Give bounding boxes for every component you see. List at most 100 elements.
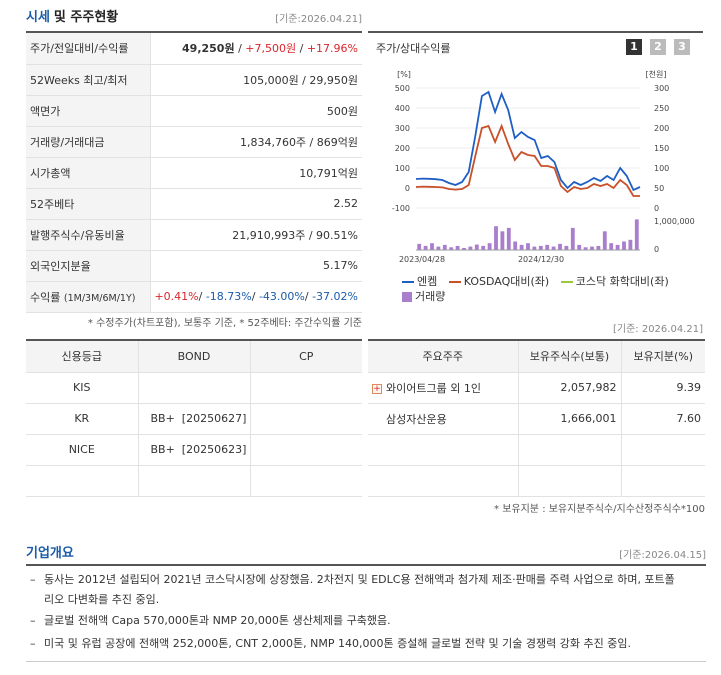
table-row: KR BB+ [20250627] bbox=[26, 403, 362, 435]
volume-bar bbox=[628, 239, 633, 250]
price-change: +7,500원 bbox=[245, 42, 297, 56]
row-value: 105,000원 / 29,950원 bbox=[150, 64, 362, 96]
volume-bar bbox=[538, 245, 543, 250]
row-value: 21,910,993주 / 90.51% bbox=[150, 219, 362, 251]
col-header: 보유지분(%) bbox=[621, 341, 705, 373]
summary-note: * 수정주가(차트포함), 보통주 기준, * 52주베타: 주간수익률 기준 bbox=[87, 318, 362, 329]
table-header: 신용등급 BOND CP bbox=[26, 341, 362, 373]
bullet: – bbox=[30, 637, 36, 650]
returns-label-sub: (1M/3M/6M/1Y) bbox=[63, 292, 136, 304]
bond-cell: BB+ [20250627] bbox=[138, 403, 251, 435]
separator: / bbox=[304, 290, 313, 303]
table-row bbox=[368, 434, 705, 466]
separator: / bbox=[234, 42, 246, 56]
right-tick-label: 250 bbox=[654, 104, 669, 113]
table-row: KIS bbox=[26, 372, 362, 404]
legend-item: KOSDAQ대비(좌) bbox=[448, 275, 550, 288]
holders-note: * 보유지분 : 보유지분주식수/지수산정주식수*100 bbox=[494, 504, 705, 515]
agency-cell: NICE bbox=[26, 434, 139, 466]
agency-cell: KIS bbox=[26, 372, 139, 404]
overview-date: [기준:2026.04.15] bbox=[619, 550, 706, 561]
table-row: 삼성자산운용 1,666,001 7.60 bbox=[368, 403, 705, 435]
legend-swatch bbox=[560, 281, 573, 283]
volume-bar bbox=[634, 219, 639, 250]
returns-label: 수익률 bbox=[30, 290, 61, 304]
chart-page-1-button[interactable]: 1 bbox=[626, 39, 642, 55]
right-tick-label: 0 bbox=[654, 204, 659, 213]
divider bbox=[368, 339, 705, 341]
right-tick-label: 200 bbox=[654, 124, 669, 133]
bond-cell bbox=[138, 465, 251, 497]
bond-cell: BB+ [20250623] bbox=[138, 434, 251, 466]
volume-bar bbox=[558, 243, 562, 250]
volume-bar bbox=[455, 245, 460, 250]
row-value: 5.17% bbox=[150, 250, 362, 282]
left-tick-label: 500 bbox=[395, 84, 410, 93]
divider bbox=[26, 339, 362, 341]
chart-page-2-button[interactable]: 2 bbox=[650, 39, 666, 55]
holder-name[interactable]: 와이어트그룹 외 1인 bbox=[386, 381, 481, 395]
quote-date: [기준:2026.04.21] bbox=[275, 14, 362, 25]
left-tick-label: 100 bbox=[395, 164, 410, 173]
volume-tick-label: 0 bbox=[654, 245, 659, 254]
volume-bar bbox=[481, 245, 486, 250]
price-chart: [%] [천원]5004003002001000-1003002502001501… bbox=[392, 69, 695, 264]
table-row: 거래량/거래대금 1,834,760주 / 869억원 bbox=[26, 126, 362, 158]
volume-bar bbox=[436, 246, 441, 250]
volume-bar bbox=[417, 243, 422, 250]
divider bbox=[368, 31, 703, 33]
row-label: 52주베타 bbox=[26, 188, 151, 220]
left-tick-label: 400 bbox=[395, 104, 410, 113]
volume-bar bbox=[602, 231, 607, 250]
table-row bbox=[26, 465, 362, 497]
volume-bar bbox=[500, 231, 505, 250]
summary-table: 주가/전일대비/수익률 49,250원 / +7,500원 / +17.96% … bbox=[26, 33, 362, 313]
divider bbox=[26, 31, 362, 33]
separator: / bbox=[251, 290, 259, 303]
chart-page-3-button[interactable]: 3 bbox=[674, 39, 690, 55]
credit-table: 신용등급 BOND CP KIS KR BB+ [20250627] NICE BB… bbox=[26, 341, 362, 497]
chart-legend-volume: 거래량 bbox=[402, 288, 445, 304]
holder-name: 삼성자산운용 bbox=[368, 403, 519, 435]
volume-tick-label: 1,000,000 bbox=[654, 217, 695, 226]
section-header-quote: 시세 및 주주현황 [기준:2026.04.21] bbox=[26, 6, 362, 30]
chart-title: 주가/상대수익률 bbox=[376, 42, 451, 55]
overview-item: – 글로벌 전해액 Capa 570,000톤과 NMP 20,000톤 생산체제… bbox=[30, 611, 684, 631]
holder-shares: 1,666,001 bbox=[518, 403, 622, 435]
section-header-overview: 기업개요 [기준:2026.04.15] bbox=[26, 542, 706, 564]
legend-item: 엔켐 bbox=[402, 275, 437, 288]
row-label: 시가총액 bbox=[26, 157, 151, 189]
row-value: 10,791억원 bbox=[150, 157, 362, 189]
row-label: 거래량/거래대금 bbox=[26, 126, 151, 158]
volume-bar bbox=[590, 246, 594, 250]
legend-label: 코스닥 화학대비(좌) bbox=[575, 275, 669, 288]
agency-cell bbox=[26, 465, 139, 497]
holder-name-cell: + 와이어트그룹 외 1인 bbox=[368, 372, 519, 404]
left-tick-label: 300 bbox=[395, 124, 410, 133]
section-title-a: 시세 bbox=[26, 10, 50, 25]
table-row: 외국인지분율 5.17% bbox=[26, 250, 362, 282]
legend-label: KOSDAQ대비(좌) bbox=[463, 275, 550, 288]
volume-bar bbox=[430, 243, 434, 250]
shareholders-table: 주요주주 보유주식수(보통) 보유지분(%) + 와이어트그룹 외 1인 2,05… bbox=[368, 341, 705, 497]
return-1m: +0.41% bbox=[154, 290, 199, 303]
volume-bar bbox=[596, 245, 601, 250]
row-value: 500원 bbox=[150, 95, 362, 127]
expand-icon[interactable]: + bbox=[372, 383, 382, 394]
separator: / bbox=[296, 42, 307, 56]
holder-shares: 2,057,982 bbox=[518, 372, 622, 404]
volume-bar bbox=[583, 247, 588, 250]
section-title-b: 및 주주현황 bbox=[53, 10, 119, 25]
row-label: 주가/전일대비/수익률 bbox=[26, 33, 151, 65]
volume-bar bbox=[609, 243, 614, 250]
col-header: 신용등급 bbox=[26, 341, 139, 373]
chart-panel: 주가/상대수익률 1 2 3 [%] [천원] 500 400 300 200 100 0 -1… bbox=[368, 33, 703, 311]
row-label: 외국인지분율 bbox=[26, 250, 151, 282]
row-label: 발행주식수/유동비율 bbox=[26, 219, 151, 251]
cp-cell bbox=[250, 403, 362, 435]
cp-cell bbox=[250, 465, 362, 497]
volume-bar bbox=[494, 226, 498, 250]
volume-bar bbox=[622, 241, 626, 250]
holders-date: [기준: 2026.04.21] bbox=[612, 324, 703, 335]
returns-value: +0.41%/ -18.73%/ -43.00%/ -37.02% bbox=[150, 281, 362, 313]
